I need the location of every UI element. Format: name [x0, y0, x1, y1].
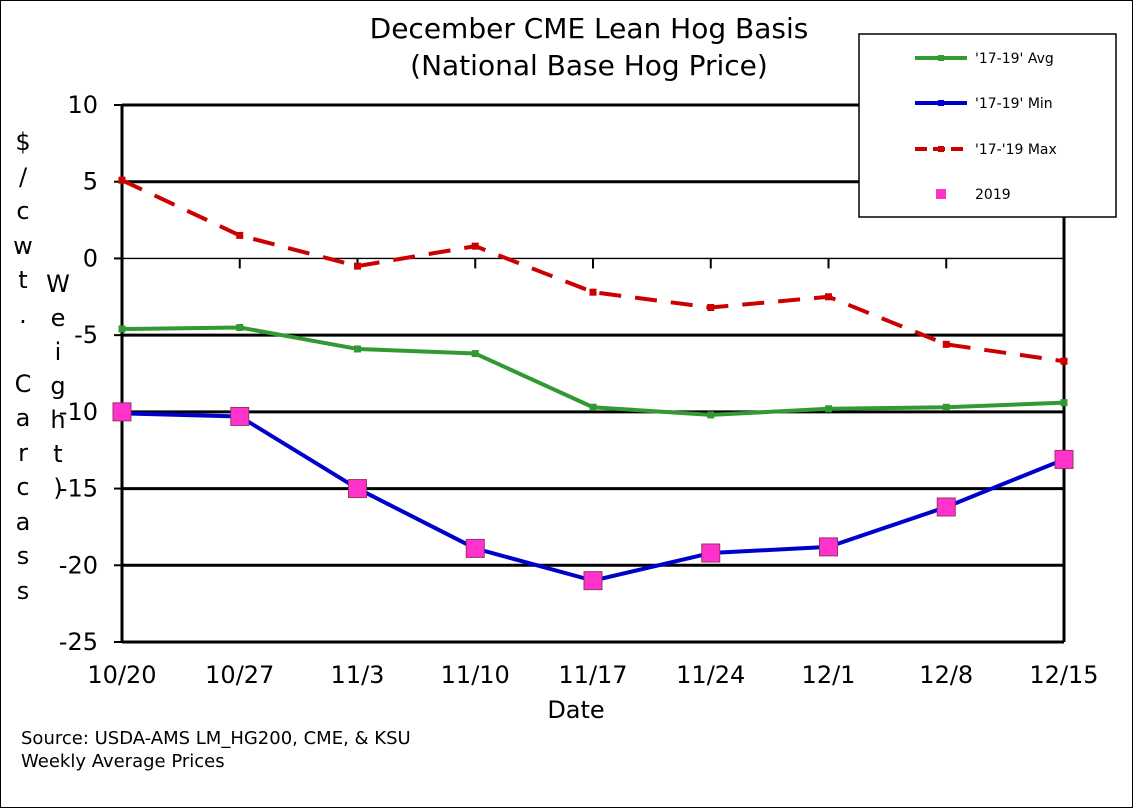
series-17-19-avg-point: [1060, 399, 1068, 407]
y-axis-label-outer-char: c: [16, 197, 30, 225]
series-2019-point: [583, 571, 603, 591]
x-tick-label: 10/20: [87, 661, 156, 689]
series-2019-point: [348, 479, 367, 499]
y-axis-label-outer-char: s: [16, 542, 30, 570]
source-note: Source: USDA-AMS LM_HG200, CME, & KSU: [21, 728, 411, 749]
source-note-2: Weekly Average Prices: [21, 751, 225, 772]
series-2019-point: [230, 406, 250, 426]
x-tick-label: 12/8: [919, 661, 973, 689]
y-axis-label-outer-char: t: [18, 266, 28, 294]
y-axis-label-inner-char: t: [53, 440, 63, 468]
series-17-19-avg-point: [471, 350, 479, 358]
series-2019-point: [465, 538, 485, 558]
series-17-19-max-point: [354, 262, 361, 270]
series-17-19-avg-point: [354, 345, 361, 353]
x-tick-label: 10/27: [205, 661, 274, 689]
series-17-19-max-point: [1060, 357, 1068, 365]
series-17-19-max-point: [118, 176, 126, 184]
y-axis-label-outer-char: C: [14, 369, 32, 398]
series-17-19-max-point: [236, 231, 244, 239]
chart-title: December CME Lean Hog Basis: [369, 12, 809, 45]
y-axis-label-inner-char: g: [50, 372, 66, 400]
y-axis-label-inner-char: e: [50, 304, 66, 332]
y-axis-label-inner-char: ): [53, 474, 63, 502]
x-tick-label: 11/10: [441, 661, 510, 689]
y-axis-label-inner-char: W: [46, 270, 70, 298]
series-17-19-max-point: [707, 304, 715, 312]
series-17-19-avg-point: [589, 403, 597, 411]
x-tick-label: 11/24: [676, 661, 745, 689]
y-tick-label: 0: [83, 244, 98, 272]
legend-17-19-min-label: '17-19' Min: [975, 96, 1053, 112]
legend-17-19-max-marker: [938, 146, 944, 152]
y-tick-label: 5: [83, 168, 98, 196]
y-tick-label: -15: [59, 475, 98, 503]
chart-subtitle: (National Base Hog Price): [410, 49, 768, 82]
series-2019-point: [819, 537, 838, 557]
series-2019-point: [936, 497, 956, 517]
series-17-19-avg-point: [942, 403, 950, 411]
series-2019-point: [701, 543, 721, 563]
legend-17-19-min-marker: [938, 100, 944, 106]
x-tick-label: 12/1: [802, 661, 856, 689]
legend-17-19-avg-label: '17-19' Avg: [975, 51, 1054, 67]
y-axis-label-outer-char: .: [19, 300, 27, 329]
y-axis-label-outer-char: r: [18, 438, 28, 467]
legend-2019-swatch: [936, 189, 946, 199]
series-2019-point: [112, 402, 132, 422]
y-tick-label: -10: [59, 398, 98, 426]
y-axis-label-outer-char: $: [15, 128, 31, 156]
y-tick-label: -25: [59, 628, 98, 656]
x-axis-label: Date: [547, 696, 605, 724]
series-17-19-max-point: [589, 288, 597, 296]
series-17-19-max-point: [825, 293, 832, 301]
y-tick-label: -20: [59, 551, 98, 579]
legend-box: [858, 33, 1117, 218]
series-17-19-avg-point: [825, 405, 832, 413]
y-axis-label-outer-char: /: [18, 162, 28, 191]
y-axis-label-outer-char: w: [13, 231, 33, 260]
series-17-19-avg-point: [118, 325, 126, 333]
series-17-19-max-point: [942, 340, 950, 348]
y-axis-label-outer-char: a: [15, 507, 31, 536]
y-tick-label: -5: [74, 321, 98, 349]
y-axis-label-inner-char: i: [54, 338, 62, 366]
x-tick-label: 11/17: [558, 661, 627, 689]
legend-2019-label: 2019: [975, 187, 1011, 203]
y-axis-label-inner-char: h: [50, 406, 66, 434]
legend-17-19-max-label: '17-'19 Max: [975, 142, 1057, 158]
series-17-19-avg-point: [707, 411, 715, 419]
series-2019-point: [1054, 449, 1074, 469]
y-axis-label-outer-char: a: [15, 404, 31, 432]
x-tick-label: 11/3: [331, 661, 385, 689]
y-tick-label: 10: [67, 91, 98, 119]
legend-17-19-avg-marker: [938, 55, 944, 61]
x-tick-label: 12/15: [1029, 661, 1098, 689]
series-17-19-avg-point: [236, 323, 244, 331]
y-axis-label-outer-char: c: [16, 473, 30, 501]
series-17-19-max-point: [471, 242, 479, 250]
y-axis-label-outer-char: s: [16, 576, 30, 605]
